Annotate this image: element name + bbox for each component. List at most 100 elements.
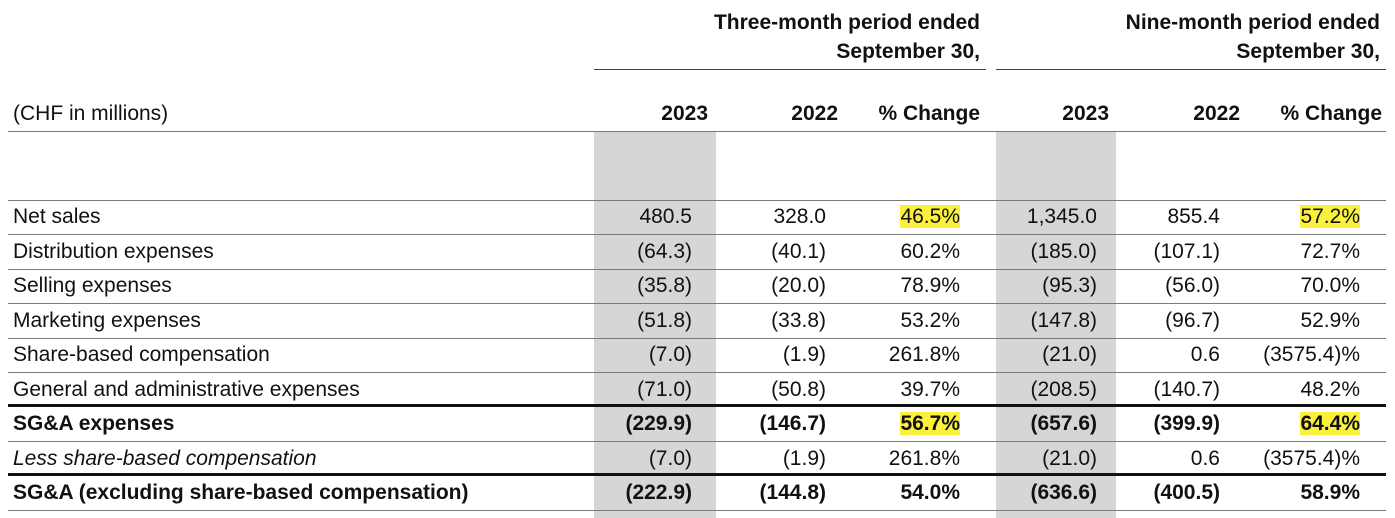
cell-2022-nine-month: (399.9) bbox=[1153, 412, 1220, 435]
cell-2022-nine-month: 0.6 bbox=[1190, 343, 1220, 366]
highlighted-value: 56.7% bbox=[900, 412, 960, 435]
cell-2023-three-month: (64.3) bbox=[637, 239, 692, 263]
cell-2022-three-month: (20.0) bbox=[771, 274, 826, 297]
period-header-three-month-line1: Three-month period ended bbox=[713, 11, 980, 34]
cell-change-nine-month: 58.9% bbox=[1300, 481, 1360, 504]
cell-2022-nine-month: (96.7) bbox=[1165, 308, 1220, 332]
cell-change-three-month-highlighted: 46.5% bbox=[850, 200, 960, 235]
period-header-three-month-line2: September 30, bbox=[836, 40, 980, 63]
shade-column-2023-nine-month bbox=[996, 132, 1116, 518]
table-row: General and administrative expenses (71.0… bbox=[0, 373, 1395, 408]
cell-2023-three-month: 480.5 bbox=[639, 205, 692, 228]
table-row: SG&A expenses (229.9) (146.7) 56.7% (657.6) (… bbox=[0, 407, 1395, 442]
table-row: Share-based compensation (7.0) (1.9) 261.8%… bbox=[0, 338, 1395, 373]
shade-column-2023-three-month bbox=[594, 132, 716, 518]
row-rule bbox=[8, 269, 1386, 270]
row-label: Marketing expenses bbox=[13, 308, 201, 332]
cell-change-nine-month-highlighted: 57.2% bbox=[1254, 200, 1360, 235]
row-label: Selling expenses bbox=[13, 274, 172, 297]
total-rule bbox=[8, 473, 1386, 476]
row-label: General and administrative expenses bbox=[13, 377, 360, 401]
cell-2022-nine-month: (140.7) bbox=[1153, 377, 1220, 401]
cell-2022-three-month: (40.1) bbox=[771, 239, 826, 263]
table-row: Marketing expenses (51.8) (33.8) 53.2% (147.… bbox=[0, 304, 1395, 339]
cell-change-nine-month: 48.2% bbox=[1300, 377, 1360, 401]
cell-change-nine-month: 72.7% bbox=[1300, 239, 1360, 263]
highlighted-value: 57.2% bbox=[1300, 205, 1360, 228]
cell-2022-three-month: (1.9) bbox=[782, 343, 826, 366]
table-row: Net sales 480.5 328.0 46.5% 1,345.0 855.4 57.2… bbox=[0, 200, 1395, 235]
cell-2023-nine-month: (657.6) bbox=[1030, 412, 1097, 435]
cell-2023-three-month: (71.0) bbox=[637, 377, 692, 401]
bottom-rule bbox=[8, 510, 1386, 511]
cell-2023-three-month: (222.9) bbox=[625, 481, 692, 504]
cell-2023-three-month: (7.0) bbox=[648, 446, 692, 470]
period-header-three-month: Three-month period ended September 30, bbox=[600, 8, 980, 66]
col-header-2023-nine-month: 2023 bbox=[1062, 102, 1109, 125]
cell-2023-nine-month: (21.0) bbox=[1042, 343, 1097, 366]
col-header-2022-three-month: 2022 bbox=[791, 102, 838, 125]
col-header-change-nine-month: % Change bbox=[1280, 102, 1382, 125]
cell-2023-nine-month: (147.8) bbox=[1030, 308, 1097, 332]
cell-2023-three-month: (35.8) bbox=[637, 274, 692, 297]
cell-2022-three-month: (1.9) bbox=[782, 446, 826, 470]
cell-2022-three-month: (33.8) bbox=[771, 308, 826, 332]
cell-change-nine-month: (3575.4)% bbox=[1263, 343, 1360, 366]
subtotal-rule bbox=[8, 404, 1386, 407]
row-rule bbox=[8, 372, 1386, 373]
table-row: Distribution expenses (64.3) (40.1) 60.2% (1… bbox=[0, 235, 1395, 270]
row-label: SG&A expenses bbox=[13, 412, 175, 435]
cell-change-three-month: 78.9% bbox=[900, 274, 960, 297]
cell-change-three-month: 54.0% bbox=[900, 481, 960, 504]
cell-change-three-month: 261.8% bbox=[888, 343, 960, 366]
row-label: Net sales bbox=[13, 205, 101, 228]
highlighted-value: 64.4% bbox=[1300, 412, 1360, 435]
cell-2022-three-month: 328.0 bbox=[773, 205, 826, 228]
cell-change-nine-month: (3575.4)% bbox=[1263, 446, 1360, 470]
cell-2023-nine-month: (95.3) bbox=[1042, 274, 1097, 297]
cell-2023-three-month: (51.8) bbox=[637, 308, 692, 332]
period-rule-nine-month bbox=[996, 69, 1386, 70]
period-rule-three-month bbox=[594, 69, 986, 70]
table-row: Selling expenses (35.8) (20.0) 78.9% (95.3) (… bbox=[0, 269, 1395, 304]
unit-label: (CHF in millions) bbox=[13, 102, 169, 125]
cell-2022-nine-month: (107.1) bbox=[1153, 239, 1220, 263]
cell-2022-three-month: (50.8) bbox=[771, 377, 826, 401]
cell-2022-nine-month: (56.0) bbox=[1165, 274, 1220, 297]
cell-2023-three-month: (7.0) bbox=[648, 343, 692, 366]
cell-2022-nine-month: (400.5) bbox=[1153, 481, 1220, 504]
cell-change-three-month: 60.2% bbox=[900, 239, 960, 263]
row-label: Share-based compensation bbox=[13, 343, 270, 366]
cell-change-nine-month-highlighted: 64.4% bbox=[1254, 407, 1360, 442]
col-header-2023-three-month: 2023 bbox=[661, 102, 708, 125]
row-label: Distribution expenses bbox=[13, 239, 214, 263]
row-label: SG&A (excluding share-based compensation… bbox=[13, 481, 469, 504]
highlighted-value: 46.5% bbox=[900, 205, 960, 228]
cell-2022-nine-month: 855.4 bbox=[1167, 205, 1220, 228]
cell-2023-three-month: (229.9) bbox=[625, 412, 692, 435]
period-header-nine-month-line1: Nine-month period ended bbox=[1125, 11, 1380, 34]
cell-change-three-month: 39.7% bbox=[900, 377, 960, 401]
row-rule bbox=[8, 200, 1386, 201]
row-rule bbox=[8, 338, 1386, 339]
cell-2023-nine-month: (185.0) bbox=[1030, 239, 1097, 263]
table-body: Net sales 480.5 328.0 46.5% 1,345.0 855.4 57.2… bbox=[0, 200, 1395, 511]
row-label: Less share-based compensation bbox=[13, 446, 317, 470]
row-rule bbox=[8, 303, 1386, 304]
cell-2023-nine-month: (21.0) bbox=[1042, 446, 1097, 470]
cell-change-three-month: 53.2% bbox=[900, 308, 960, 332]
cell-change-three-month-highlighted: 56.7% bbox=[850, 407, 960, 442]
table-row: Less share-based compensation (7.0) (1.9) 2… bbox=[0, 442, 1395, 477]
cell-2023-nine-month: 1,345.0 bbox=[1026, 205, 1097, 228]
row-rule bbox=[8, 234, 1386, 235]
cell-2023-nine-month: (208.5) bbox=[1030, 377, 1097, 401]
cell-change-nine-month: 70.0% bbox=[1300, 274, 1360, 297]
col-header-2022-nine-month: 2022 bbox=[1193, 102, 1240, 125]
cell-2023-nine-month: (636.6) bbox=[1030, 481, 1097, 504]
cell-2022-nine-month: 0.6 bbox=[1190, 446, 1220, 470]
col-header-change-three-month: % Change bbox=[878, 102, 980, 125]
header-rule bbox=[8, 131, 1386, 132]
cell-change-three-month: 261.8% bbox=[888, 446, 960, 470]
cell-2022-three-month: (146.7) bbox=[759, 412, 826, 435]
cell-change-nine-month: 52.9% bbox=[1300, 308, 1360, 332]
